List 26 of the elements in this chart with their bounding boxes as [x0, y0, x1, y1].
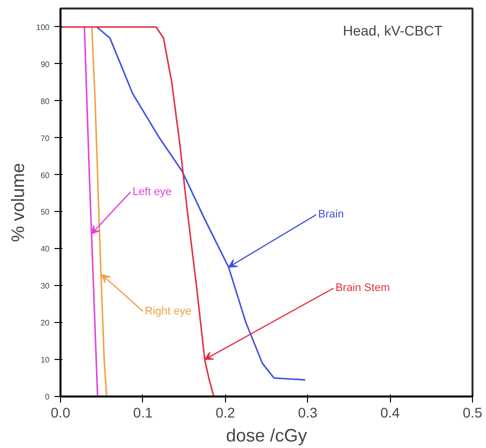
annotation: Right eye	[144, 305, 192, 318]
text: Head, kV-CBCT	[342, 22, 443, 38]
y-tick-label: 60	[40, 170, 50, 180]
y-tick-label: 10	[40, 356, 50, 365]
x-tick-label: 0.0	[50, 404, 70, 420]
y-tick-label: 30	[40, 282, 50, 291]
y-tick-label: 20	[40, 318, 50, 328]
y-tick-label: 90	[40, 60, 50, 69]
y-tick-label: 80	[40, 96, 50, 106]
x-axis-title: dose /cGy	[226, 426, 308, 446]
x-tick-label: 0.4	[380, 404, 400, 420]
x-tick-label: 0.1	[133, 404, 153, 420]
y-tick-label: 70	[40, 134, 50, 143]
annotation: Brain	[318, 208, 344, 221]
y-tick-label: 0	[45, 392, 50, 402]
y-tick-label: 100	[36, 22, 50, 32]
y-tick-label: 40	[40, 244, 50, 254]
annotation: Brain Stem	[335, 282, 390, 294]
x-tick-label: 0.3	[298, 404, 318, 420]
y-tick-label: 50	[40, 208, 50, 217]
x-tick-label: 0.5	[462, 404, 482, 420]
line-series	[60, 26, 215, 396]
line-series	[96, 26, 306, 381]
annotation: Left eye	[132, 186, 172, 198]
y-axis-title: % volume	[8, 162, 28, 242]
x-tick-label: 0.2	[216, 404, 236, 420]
